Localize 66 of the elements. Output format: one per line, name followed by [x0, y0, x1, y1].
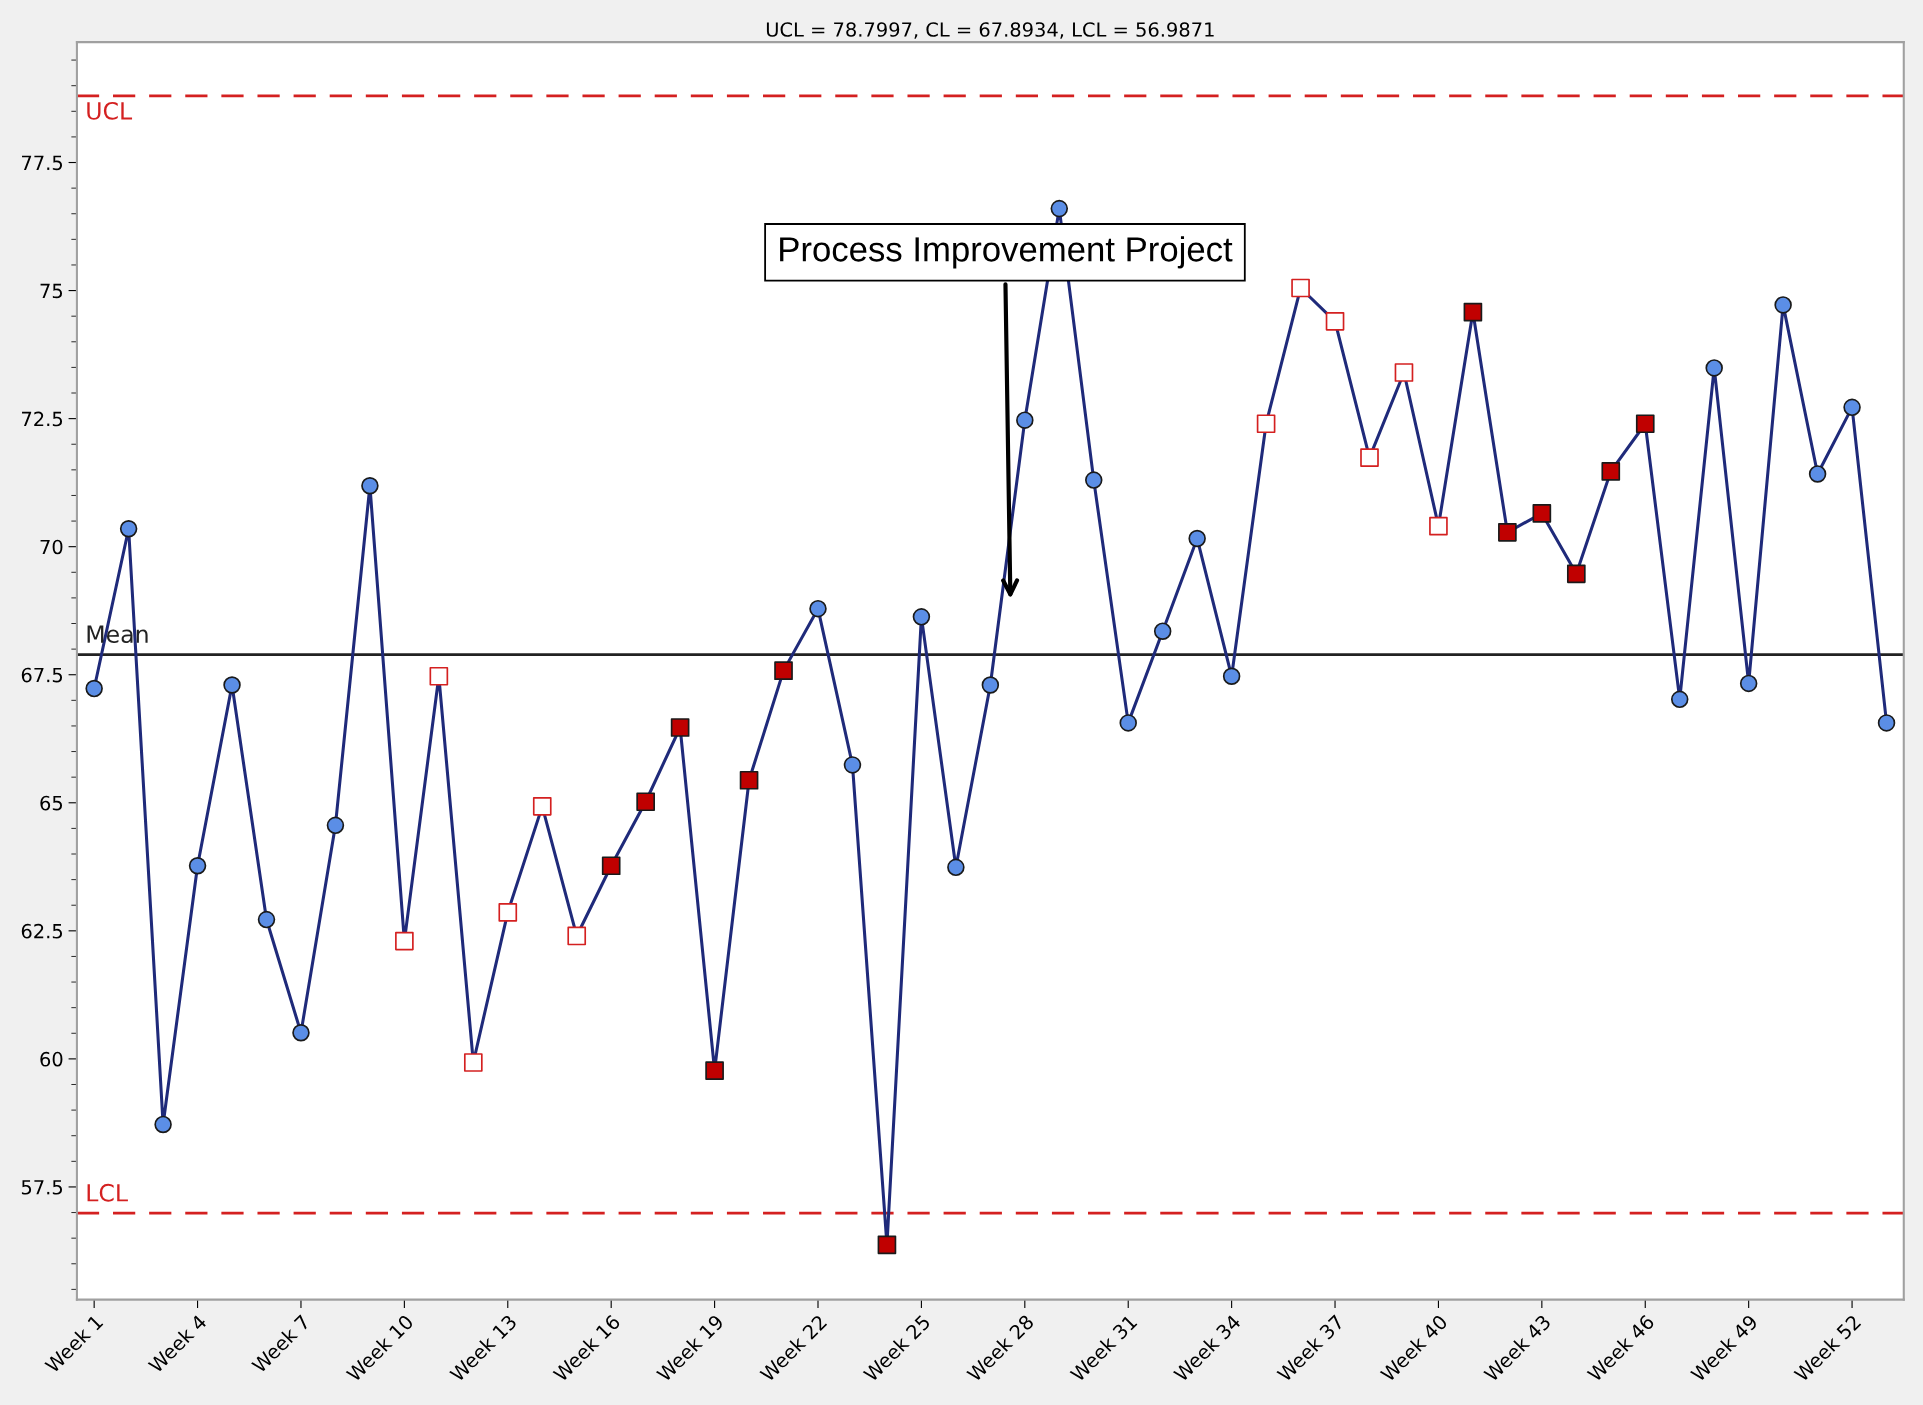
point	[1394, 363, 1414, 382]
point	[154, 1115, 172, 1134]
y-tick-label: 62.5	[21, 923, 63, 939]
y-tick-label: 67.5	[21, 667, 63, 683]
point	[1256, 414, 1276, 434]
point	[85, 679, 103, 698]
point	[739, 770, 759, 790]
point	[532, 797, 552, 816]
point	[947, 858, 965, 877]
point	[1705, 359, 1723, 377]
point	[1153, 622, 1172, 640]
y-tick-label: 77.5	[22, 155, 63, 171]
point	[567, 926, 587, 946]
point	[1429, 516, 1448, 536]
point	[1843, 398, 1861, 417]
point	[1601, 462, 1621, 481]
point	[1222, 667, 1241, 686]
point	[843, 756, 862, 774]
point	[636, 792, 655, 812]
point	[1188, 529, 1206, 548]
point	[809, 599, 827, 618]
point	[326, 816, 345, 835]
point	[1325, 311, 1345, 331]
point	[705, 1061, 724, 1081]
point	[119, 519, 138, 538]
y-tick-label: 75	[40, 283, 63, 299]
point	[429, 666, 449, 686]
ref-line-label: LCL	[87, 1183, 128, 1202]
point	[670, 718, 690, 737]
point	[1566, 564, 1586, 584]
point	[292, 1024, 310, 1042]
point	[774, 661, 793, 680]
point	[912, 608, 931, 626]
point	[1498, 522, 1517, 542]
y-tick-label: 60	[40, 1051, 63, 1067]
point	[1084, 471, 1103, 489]
y-tick-label: 57.5	[21, 1180, 63, 1195]
chart-title: UCL = 78.7997, CL = 67.8934, LCL = 56.9871	[766, 22, 1214, 39]
ref-line-label: UCL	[87, 101, 133, 120]
y-tick-label: 65	[40, 795, 63, 811]
point	[1119, 714, 1137, 732]
point	[1016, 411, 1034, 429]
point	[1635, 414, 1655, 434]
point	[1739, 674, 1758, 693]
point	[395, 931, 414, 951]
y-tick-label: 70	[40, 539, 63, 555]
point	[463, 1053, 483, 1072]
point	[981, 676, 1000, 694]
point	[188, 857, 207, 875]
point	[1463, 302, 1483, 322]
point	[1670, 690, 1689, 709]
point	[1360, 448, 1379, 467]
point	[1291, 278, 1310, 298]
point	[1808, 465, 1827, 483]
point	[361, 476, 379, 495]
point	[601, 856, 621, 876]
y-tick-label: 72.5	[22, 411, 63, 427]
annotation: Process Improvement Project	[780, 236, 1233, 269]
point	[498, 903, 518, 922]
point	[1050, 199, 1069, 218]
point	[223, 676, 241, 694]
point	[877, 1235, 897, 1255]
point	[1774, 296, 1792, 314]
point	[1877, 714, 1896, 732]
point	[257, 910, 276, 929]
point	[1532, 504, 1552, 523]
